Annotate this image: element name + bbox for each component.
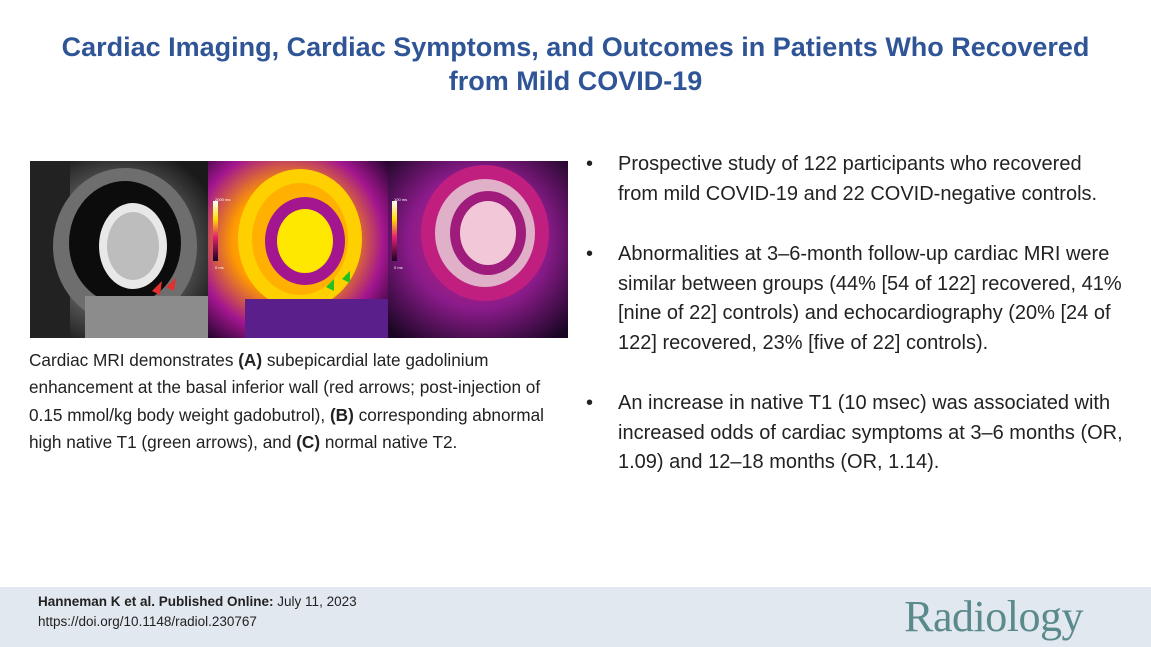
green-arrow-icon	[326, 279, 334, 291]
t1-scale-bottom-label: 0 ms	[215, 265, 224, 270]
panel-b-t1-map: 2000 ms 0 ms	[208, 161, 388, 338]
title-line-1: Cardiac Imaging, Cardiac Symptoms, and O…	[61, 32, 1090, 62]
panel-c-t2-map: 100 ms 0 ms	[388, 161, 568, 338]
list-item: • Abnormalities at 3–6-month follow-up ca…	[586, 240, 1126, 358]
t2-scale-top-label: 100 ms	[394, 197, 407, 202]
list-item: • Prospective study of 122 participants w…	[586, 150, 1126, 209]
list-item: • An increase in native T1 (10 msec) was …	[586, 389, 1126, 478]
doi-link[interactable]: https://doi.org/10.1148/radiol.230767	[38, 614, 257, 629]
title-line-2: from Mild COVID-19	[448, 66, 703, 96]
red-arrow-icon	[166, 278, 176, 291]
cardiac-mri-figure: 2000 ms 0 ms 100 ms 0 ms	[30, 161, 568, 338]
footer-bar: Hanneman K et al. Published Online: July…	[0, 587, 1151, 647]
citation: Hanneman K et al. Published Online: July…	[38, 592, 357, 632]
t1-scale-top-label: 2000 ms	[215, 197, 230, 202]
radiology-logo: Radiology	[904, 592, 1083, 641]
panel-a-label: (A)	[238, 350, 263, 370]
bullet-icon: •	[586, 153, 594, 175]
key-findings-list: • Prospective study of 122 participants w…	[586, 150, 1126, 509]
red-arrow-icon	[152, 281, 162, 295]
author-label: Hanneman K et al. Published Online:	[38, 594, 274, 609]
t2-scale-bottom-label: 0 ms	[394, 265, 403, 270]
green-arrow-icon	[342, 271, 350, 283]
figure-caption: Cardiac MRI demonstrates (A) subepicardi…	[29, 350, 544, 452]
publish-date: July 11, 2023	[273, 594, 357, 609]
panel-c-label: (C)	[296, 431, 321, 452]
page-title: Cardiac Imaging, Cardiac Symptoms, and O…	[0, 30, 1151, 98]
bullet-icon: •	[586, 392, 594, 414]
panel-a-lge-image	[30, 161, 208, 338]
panel-b-label: (B)	[329, 404, 354, 425]
t2-color-scale	[392, 201, 397, 261]
t1-color-scale	[213, 201, 218, 261]
bullet-icon: •	[586, 243, 594, 265]
